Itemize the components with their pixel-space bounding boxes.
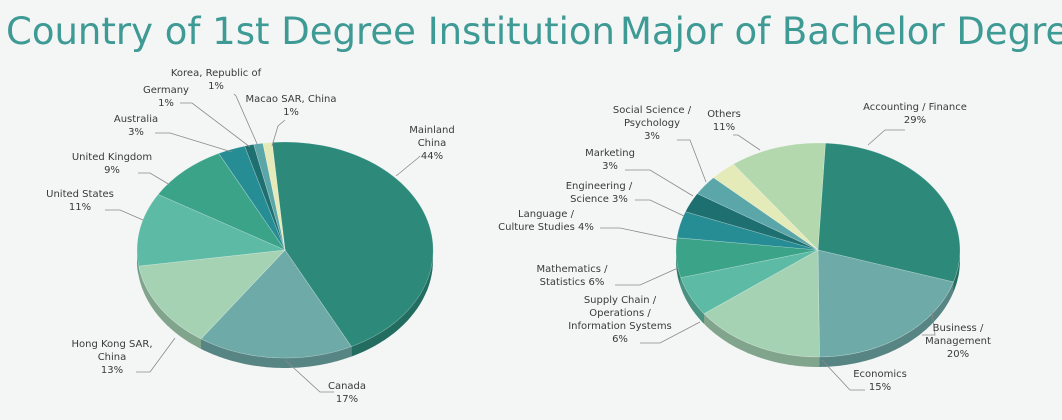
slice-label-mainland-china: Mainland China 44% [409,125,454,162]
pie-side-walls [676,249,960,367]
leader-line-macao-sar-china [271,119,286,147]
slice-economics [703,249,820,358]
slice-united-states [136,194,287,267]
pie-country: Mainland China 44% Canada 17% Hong Kong SAR, C… [46,68,455,405]
leader-line-business-management [922,311,936,336]
leader-line-mainland-china [395,155,421,177]
slice-label-germany: Germany 1% [143,85,189,109]
slice-engineering-science [684,193,819,251]
slice-side-accounting-finance [953,250,960,292]
leader-line-united-kingdom [138,172,171,186]
slice-mainland-china [271,141,434,347]
slice-side-united-states [137,250,139,277]
chart-title-country: Country of 1st Degree Institution [6,10,615,53]
leader-line-australia [155,132,233,153]
slice-others [732,142,826,251]
slice-marketing [696,177,819,251]
slice-label-accounting-finance: Accounting / Finance 29% [863,102,967,126]
slice-label-hong-kong-sar-china: Hong Kong SAR, China 13% [71,339,152,376]
slice-language-culture-studies [676,211,819,251]
leader-line-engineering-science [635,199,685,217]
slice-germany [244,144,286,251]
slice-macao-sar-china [262,142,286,251]
slice-label-others: Others 11% [707,109,741,133]
slice-canada [200,249,352,359]
slice-side-canada [201,338,352,368]
leader-line-language-culture-studies [600,227,678,241]
leader-line-united-states [105,209,144,221]
slice-label-economics: Economics 15% [853,369,907,393]
slice-australia [218,145,286,251]
slice-label-marketing: Marketing 3% [585,148,635,172]
slice-label-social-science-psychology: Social Science / Psychology 3% [613,105,692,142]
slice-label-australia: Australia 3% [114,114,158,138]
slice-united-kingdom [157,153,286,251]
slice-side-business-management [819,282,954,367]
leader-line-hong-kong-sar-china [136,337,176,373]
slice-supply-chain-operations-information-systems [680,249,819,315]
slice-side-hong-kong-sar-china [138,266,201,349]
slice-hong-kong-sar-china [138,249,286,340]
slice-mathematics-statistics [675,237,819,279]
slice-label-canada: Canada 17% [328,381,366,405]
slice-label-united-states: United States 11% [46,189,114,213]
pie-side-walls [137,250,433,368]
slice-social-science-psychology [713,163,819,251]
leader-line-canada [284,359,334,393]
leader-line-economics [821,359,865,391]
pie-major: Accounting / Finance 29% Business / Managem… [498,102,991,393]
leader-line-germany [180,102,251,148]
leader-line-supply-chain-operations-information-systems [640,321,701,344]
slice-label-mathematics-statistics: Mathematics / Statistics 6% [537,264,609,288]
slice-side-supply-chain-operations-information-systems [680,277,704,324]
slice-side-mainland-china [351,250,433,357]
slice-label-supply-chain-operations-information-systems: Supply Chain / Operations / Information Sy… [568,295,672,345]
leader-line-social-science-psychology [677,139,707,183]
slice-accounting-finance [817,142,961,283]
chart-title-major: Major of Bachelor Degree [620,10,1062,53]
slice-side-mathematics-statistics [676,249,681,288]
leader-line-korea-republic-of [233,93,259,147]
leader-line-others [733,134,761,151]
slice-side-economics [704,313,820,367]
leader-line-mathematics-statistics [615,267,679,286]
slice-business-management [817,249,954,358]
slice-label-engineering-science: Engineering / Science 3% [566,181,633,205]
slice-label-language-culture-studies: Language / Culture Studies 4% [498,209,594,233]
leader-line-accounting-finance [867,129,905,146]
slice-label-united-kingdom: United Kingdom 9% [72,152,152,176]
slice-label-macao-sar-china: Macao SAR, China 1% [246,94,337,118]
leader-line-marketing [625,169,694,197]
slice-korea-republic-of [253,142,286,251]
slice-label-korea-republic-of: Korea, Republic of 1% [171,68,262,92]
slice-label-business-management: Business / Management 20% [925,323,991,360]
